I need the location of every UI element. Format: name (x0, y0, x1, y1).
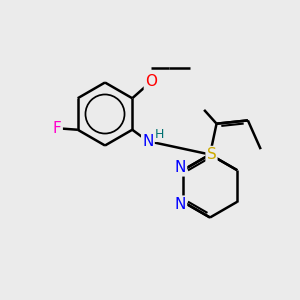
Text: N: N (142, 134, 154, 148)
Text: N: N (175, 160, 186, 175)
Text: N: N (175, 197, 186, 212)
Text: F: F (53, 121, 62, 136)
Text: H: H (155, 128, 165, 141)
Text: S: S (207, 147, 216, 162)
Text: O: O (145, 74, 157, 89)
